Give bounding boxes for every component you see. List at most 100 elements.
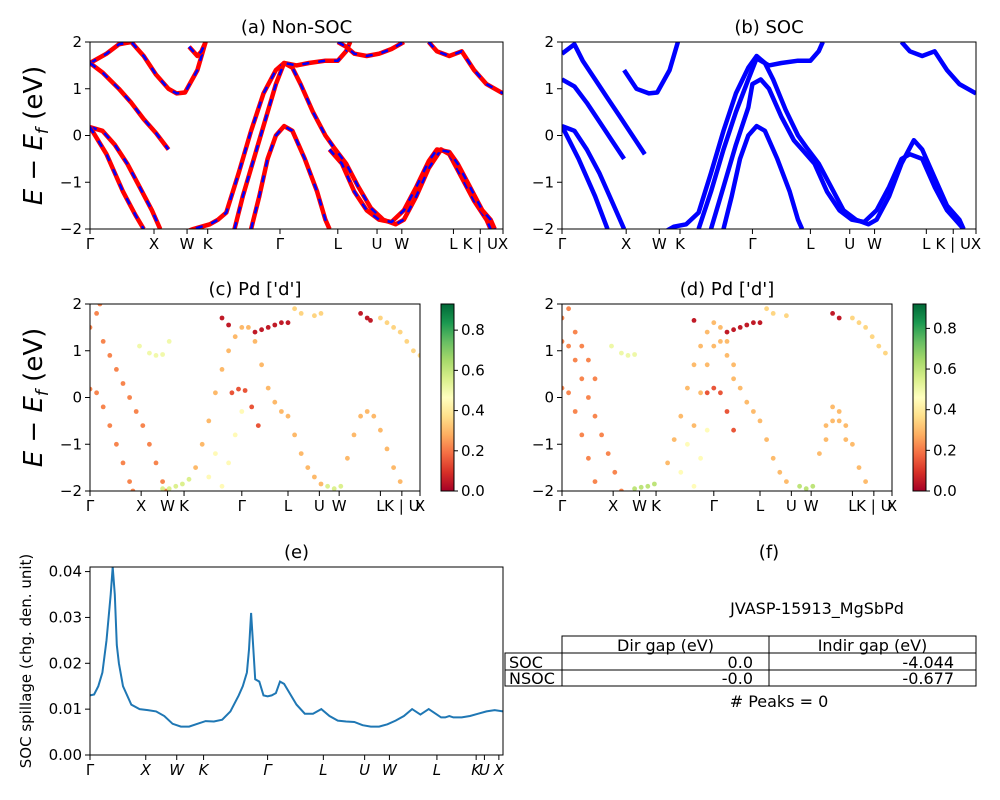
x-tick-label: L (319, 761, 327, 779)
scatter-point (711, 385, 717, 391)
scatter-point (94, 390, 99, 396)
band-line-overlay (90, 62, 170, 151)
scatter-point (279, 320, 284, 326)
y-tick-label: 1 (544, 80, 554, 98)
scatter-point (757, 320, 763, 326)
scatter-point (100, 339, 106, 344)
x-tick-label: K (651, 497, 662, 515)
scatter-point (883, 350, 888, 356)
colorbar: 0.0 0.2 0.4 0.6 0.8 (440, 303, 485, 500)
scatter-point (130, 488, 136, 491)
scatter-point (242, 388, 248, 393)
scatter-point (562, 339, 565, 344)
scatter-point (784, 313, 789, 319)
x-tick-label: L (449, 235, 458, 253)
scatter-point (351, 432, 357, 438)
x-tick-label: X (498, 235, 508, 253)
scatter-point (107, 423, 113, 428)
band-line (562, 77, 626, 161)
y-tick-label: 0 (544, 127, 554, 145)
scatter-point (368, 318, 373, 323)
scatter-point (876, 343, 882, 349)
x-tick-label: Γ (558, 235, 567, 253)
scatter-point (236, 386, 241, 392)
scatter-point (239, 325, 245, 330)
scatter-point (586, 357, 591, 363)
x-tick-label: K (203, 235, 214, 253)
x-tick-label: W (632, 497, 647, 515)
scatter-point (213, 390, 218, 396)
scatter-point (638, 484, 644, 490)
x-tick-label: K (471, 761, 482, 779)
y-axis-label-spillage: SOC spillage (chg. den. unit) (17, 554, 35, 769)
band-line-overlay (249, 124, 331, 229)
x-tick-label: X (136, 497, 146, 515)
scatter-point (318, 311, 324, 316)
scatter-point (160, 479, 166, 484)
band-line (327, 147, 497, 229)
scatter-point (127, 395, 132, 400)
x-tick-label: W (652, 235, 667, 253)
scatter-point (252, 329, 258, 335)
y-tick-label: −2 (60, 482, 82, 500)
scatter-point (830, 404, 835, 410)
scatter-point (671, 437, 677, 442)
scatter-point (645, 483, 651, 489)
scatter-point (206, 418, 212, 424)
scatter-point (153, 460, 159, 466)
table-row-label: SOC (509, 653, 543, 672)
band-line (696, 42, 825, 229)
panel-title: (f) (759, 542, 779, 563)
scatter-point (255, 423, 261, 428)
panel-e: (e)0.000.010.020.030.04Γ X W K Γ L U W L KU X (49, 542, 505, 779)
scatter-point (265, 385, 271, 391)
scatter-point (147, 441, 152, 447)
scatter-point (704, 427, 710, 433)
band-line-overlay (427, 42, 503, 95)
table-col-header: Indir gap (eV) (818, 636, 928, 655)
scatter-point (724, 329, 730, 335)
scatter-point (285, 320, 291, 326)
table-cell-value: 0.0 (728, 653, 753, 672)
scatter-point (744, 322, 750, 328)
band-line-overlay (337, 42, 405, 58)
plot-area (90, 42, 503, 229)
x-tick-label: L (922, 235, 931, 253)
scatter-point (566, 343, 571, 349)
scatter-point (417, 353, 420, 358)
table-row-label: NSOC (509, 669, 555, 688)
scatter-point (391, 465, 396, 470)
colorbar-tick-label: 0.4 (461, 402, 485, 420)
scatter-point (757, 418, 763, 424)
scatter-point (107, 353, 113, 358)
y-tick-label: −1 (60, 435, 82, 453)
y-tick-label: 1 (72, 80, 82, 98)
scatter-point (160, 352, 166, 357)
table-cell-value: -0.677 (902, 669, 954, 688)
scatter-point (358, 413, 363, 419)
colorbar-tick-label: 0.6 (933, 360, 957, 378)
scatter-point (777, 469, 783, 475)
band-line (562, 123, 627, 229)
x-tick-label: W (180, 235, 195, 253)
scatter-point (364, 409, 370, 414)
scatter-point (784, 479, 789, 484)
x-tick-label: X (149, 235, 159, 253)
y-tick-label: −1 (532, 435, 554, 453)
x-tick-label: W (169, 761, 185, 779)
scatter-point (229, 390, 235, 396)
scatter-point (764, 306, 769, 312)
scatter-point (186, 476, 192, 482)
scatter-point (232, 334, 238, 340)
scatter-point (619, 350, 624, 356)
scatter-point (90, 325, 93, 330)
scatter-point (751, 320, 756, 326)
colorbar-gradient (912, 303, 927, 492)
x-tick-label: Γ (263, 761, 273, 779)
scatter-point (731, 362, 736, 368)
scatter-point (632, 352, 637, 357)
colorbar-gradient (440, 303, 455, 492)
scatter-point (384, 446, 390, 452)
colorbar-tick-label: 0.2 (933, 441, 957, 459)
